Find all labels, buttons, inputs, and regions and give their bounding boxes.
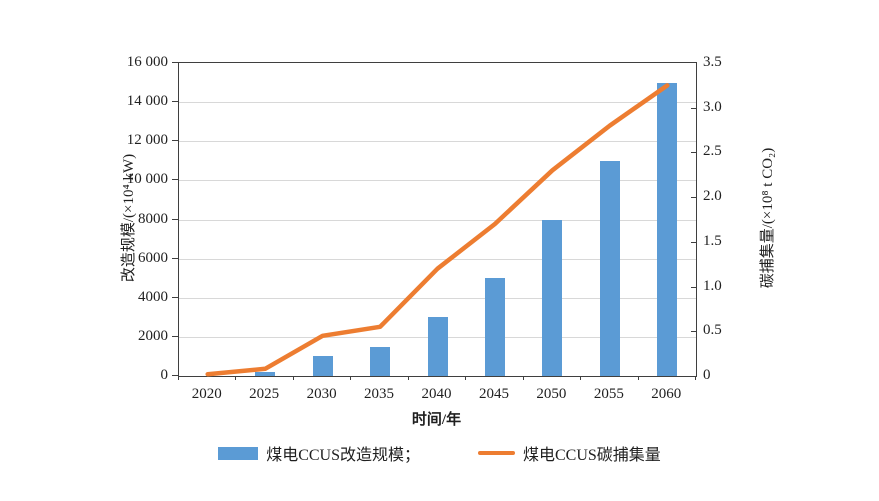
right-tick-label: 2.5 xyxy=(703,143,722,160)
legend-label: 煤电CCUS改造规模； xyxy=(266,447,420,464)
left-tick-label: 0 xyxy=(160,367,169,383)
bar xyxy=(542,219,563,376)
gridline xyxy=(179,297,696,299)
right-tick-label: 2.0 xyxy=(703,188,722,205)
left-tick-mark xyxy=(172,375,178,376)
right-tick-label: 0 xyxy=(703,367,711,383)
gridline xyxy=(179,258,696,260)
line-series xyxy=(205,83,670,377)
x-category-label: 2060 xyxy=(651,386,682,402)
left-tick-mark xyxy=(172,62,178,63)
x-category-label: 2030 xyxy=(306,386,337,402)
left-tick-label: 10 000 xyxy=(126,171,168,188)
right-tick-label: 0.5 xyxy=(703,322,722,339)
x-category-label: 2025 xyxy=(249,386,280,402)
bar xyxy=(657,82,678,376)
left-tick-label: 8000 xyxy=(138,210,168,227)
x-tick-mark xyxy=(465,376,467,380)
x-category-label: 2040 xyxy=(421,386,452,402)
left-tick-mark xyxy=(172,179,178,181)
plot-area xyxy=(178,62,697,377)
bar xyxy=(312,356,333,376)
x-category-label: 2020 xyxy=(191,386,222,402)
right-tick-label: 3.5 xyxy=(703,54,722,70)
left-tick-mark xyxy=(172,257,178,259)
bar-series-swatch xyxy=(218,446,259,460)
right-tick-mark xyxy=(691,107,696,109)
x-tick-mark xyxy=(407,376,409,380)
x-category-label: 2045 xyxy=(478,386,509,402)
right-tick-label: 3.0 xyxy=(703,98,722,115)
left-tick-label: 2000 xyxy=(138,327,168,344)
left-tick-mark xyxy=(172,296,178,298)
gridline xyxy=(179,141,696,143)
line-series-swatch xyxy=(478,451,515,455)
legend: 煤电CCUS改造规模； 煤电CCUS碳捕集量 xyxy=(0,441,879,465)
left-tick-label: 16 000 xyxy=(126,54,168,70)
right-tick-mark xyxy=(691,286,696,288)
x-axis-title: 时间/年 xyxy=(411,412,462,428)
x-tick-mark xyxy=(522,376,524,380)
x-tick-mark xyxy=(695,376,696,380)
right-tick-mark xyxy=(691,152,696,154)
bar xyxy=(255,372,276,376)
x-tick-mark xyxy=(580,376,582,380)
x-category-label: 2050 xyxy=(536,386,567,402)
right-tick-label: 1.0 xyxy=(703,277,722,294)
left-tick-label: 14 000 xyxy=(126,93,168,110)
right-tick-mark xyxy=(691,331,696,333)
bar xyxy=(427,317,448,376)
gridline xyxy=(179,219,696,221)
bar xyxy=(484,278,505,376)
left-tick-mark xyxy=(172,335,178,337)
x-tick-mark xyxy=(637,376,639,380)
bar xyxy=(370,346,391,376)
x-tick-mark xyxy=(292,376,294,380)
bar xyxy=(599,160,620,376)
left-tick-label: 12 000 xyxy=(126,132,168,149)
right-tick-mark xyxy=(691,241,696,243)
legend-item-line-series: 煤电CCUS碳捕集量 xyxy=(478,441,661,465)
line-path xyxy=(205,83,670,377)
right-tick-mark xyxy=(691,197,696,199)
left-tick-mark xyxy=(172,140,178,142)
x-category-label: 2055 xyxy=(593,386,624,402)
left-tick-mark xyxy=(172,101,178,103)
right-tick-label: 1.5 xyxy=(703,232,722,249)
left-tick-label: 4000 xyxy=(138,288,168,305)
x-tick-mark xyxy=(350,376,352,380)
legend-item-bar-series: 煤电CCUS改造规模； xyxy=(218,441,420,465)
x-category-label: 2035 xyxy=(364,386,395,402)
left-tick-label: 6000 xyxy=(138,249,168,266)
left-tick-mark xyxy=(172,218,178,220)
gridline xyxy=(179,102,696,104)
x-tick-mark xyxy=(235,376,237,380)
gridline xyxy=(179,180,696,182)
x-tick-mark xyxy=(178,376,179,380)
legend-label: 煤电CCUS碳捕集量 xyxy=(523,447,661,464)
